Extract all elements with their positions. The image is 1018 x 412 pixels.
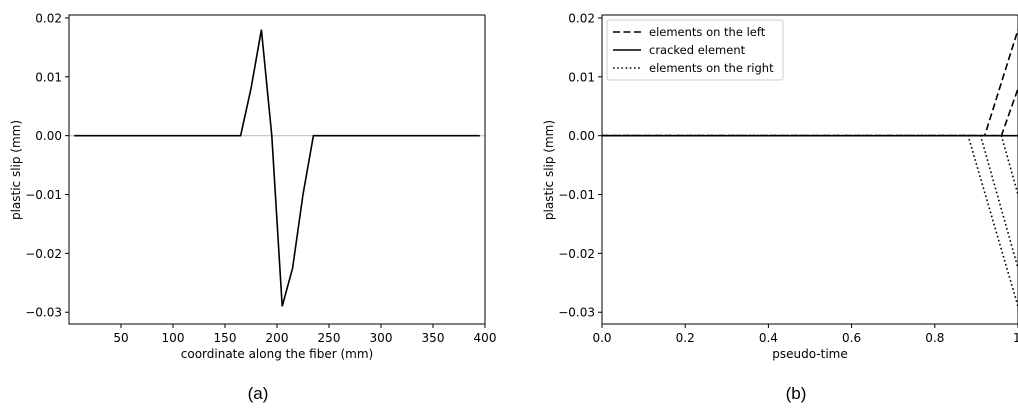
a-x-tick-label: 400 — [474, 331, 497, 345]
a-x-tick-label: 350 — [422, 331, 445, 345]
a-x-tick-label: 150 — [214, 331, 237, 345]
panel-a-y-ticks: −0.03 −0.02 −0.01 0.00 0.01 0.02 — [25, 11, 69, 320]
panel-b-x-axis-label: pseudo-time — [772, 347, 847, 361]
b-series-line-dotted-4 — [602, 134, 1018, 269]
a-y-tick-label: 0.00 — [35, 129, 62, 143]
b-x-tick-label: 0.4 — [759, 331, 778, 345]
b-legend-box — [606, 19, 784, 81]
b-series-line-dotted-3 — [602, 134, 1018, 307]
a-x-tick-label: 100 — [162, 331, 185, 345]
b-y-tick-label: 0.00 — [568, 129, 595, 143]
panel-a-x-ticks: 50 100 150 200 250 300 350 400 — [113, 324, 496, 345]
b-legend-label: elements on the right — [649, 61, 774, 75]
a-x-tick-label: 300 — [370, 331, 393, 345]
a-y-tick-label: −0.01 — [25, 188, 62, 202]
b-legend-label: elements on the left — [649, 25, 766, 39]
b-y-tick-label: 0.01 — [568, 70, 595, 84]
b-series-line-dotted-5 — [602, 134, 1018, 195]
b-legend-label: cracked element — [649, 43, 746, 57]
panel-b-y-ticks: −0.03 −0.02 −0.01 0.00 0.01 0.02 — [558, 11, 602, 320]
a-y-tick-label: 0.01 — [35, 70, 62, 84]
panel-b-y-axis-label: plastic slip (mm) — [542, 120, 556, 220]
b-x-tick-label: 1. — [1013, 331, 1018, 345]
a-x-tick-label: 50 — [113, 331, 128, 345]
b-series-line-dashed-1 — [602, 88, 1018, 137]
a-y-tick-label: −0.03 — [25, 306, 62, 320]
a-x-tick-label: 250 — [318, 331, 341, 345]
panel-b-legend: elements on the left cracked element eleme… — [606, 19, 784, 81]
b-x-tick-label: 0.0 — [592, 331, 611, 345]
b-y-tick-label: 0.02 — [568, 11, 595, 25]
b-y-tick-label: −0.01 — [558, 188, 595, 202]
panel-b-plot-frame — [601, 14, 1018, 325]
panel-a-x-axis-label: coordinate along the fiber (mm) — [181, 347, 373, 361]
panel-a-plot-frame — [68, 14, 486, 325]
b-y-tick-label: −0.03 — [558, 306, 595, 320]
panel-b: −0.03 −0.02 −0.01 0.00 0.01 0.02 0.0 0.2 0.4 0.6… — [542, 11, 1018, 403]
panel-a-caption: (a) — [248, 384, 269, 403]
b-x-tick-label: 0.2 — [676, 331, 695, 345]
a-x-tick-label: 200 — [266, 331, 289, 345]
panel-a-y-axis-label: plastic slip (mm) — [9, 120, 23, 220]
b-y-tick-label: −0.02 — [558, 247, 595, 261]
b-x-tick-label: 0.6 — [842, 331, 861, 345]
b-x-tick-label: 0.8 — [925, 331, 944, 345]
a-y-tick-label: 0.02 — [35, 11, 62, 25]
a-y-tick-label: −0.02 — [25, 247, 62, 261]
panel-a-plot-group — [69, 29, 485, 307]
a-series-line-solid-0 — [74, 29, 480, 307]
panel-b-x-ticks: 0.0 0.2 0.4 0.6 0.8 1. — [592, 324, 1018, 345]
panel-b-caption: (b) — [786, 384, 807, 403]
panel-b-plot-group — [602, 29, 1018, 307]
panel-a: −0.03 −0.02 −0.01 0.00 0.01 0.02 50 100 150 200 2… — [9, 11, 496, 403]
